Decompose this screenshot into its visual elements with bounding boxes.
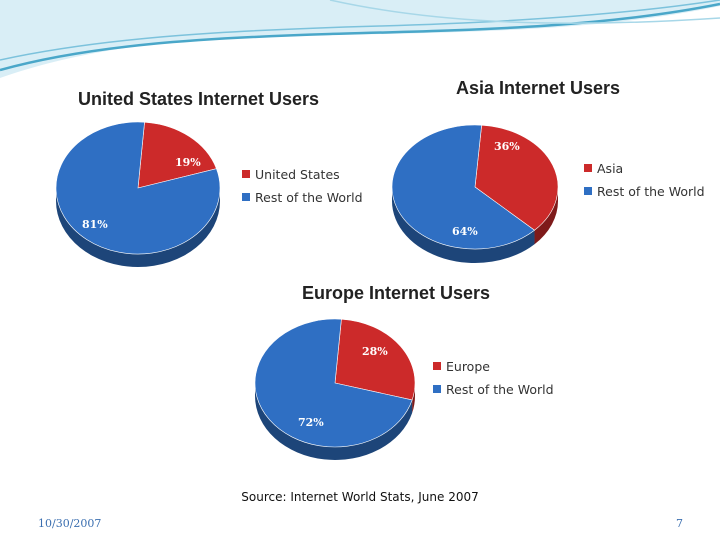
asia-pie-svg: Asia Internet Users 36% 64% Asia Rest of th… [391,78,705,263]
legend-swatch [433,362,441,370]
header-wave-decoration [0,0,720,78]
data-label: 64% [452,225,478,238]
pie-slice-asia [474,124,559,231]
legend-entry: Asia [597,161,623,176]
pie-side-asia [534,187,558,245]
chart-title: Asia Internet Users [456,78,620,98]
source-note: Source: Internet World Stats, June 2007 [241,490,479,504]
legend-entry: Rest of the World [446,382,554,397]
pie-slice-rest-of-the-world [391,124,536,250]
pie-side-wall [392,187,558,263]
pie-side-rest-of-the-world [392,187,535,263]
pie-side-rest-of-the-world [56,188,220,267]
legend-swatch [242,193,250,201]
asia-internet-users-chart: Asia Internet Users 36% 64% Asia Rest of th… [384,72,710,267]
legend-swatch [584,187,592,195]
legend-swatch [433,385,441,393]
chart-title: Europe Internet Users [302,283,490,303]
pie-side-rest-of-the-world [255,383,413,460]
data-label: 36% [494,140,520,153]
data-label: 19% [175,156,201,169]
pie-side-wall [255,383,415,460]
data-label: 72% [298,416,324,429]
europe-pie-svg: Europe Internet Users 28% 72% Europe Rest o… [254,283,554,460]
data-label: 81% [82,218,108,231]
pie-slice-europe [334,318,416,401]
pie-slice-rest-of-the-world [254,318,413,448]
legend-entry: Rest of the World [255,190,363,205]
europe-internet-users-chart: Europe Internet Users 28% 72% Europe Rest o… [240,278,558,463]
slide-date: 10/30/2007 [38,517,102,530]
us-pie-svg: United States Internet Users 19% 81% Unite… [55,89,363,267]
legend-swatch [242,170,250,178]
data-label: 28% [362,345,388,358]
pie-side-europe [412,383,415,413]
chart-title: United States Internet Users [78,89,319,109]
us-internet-users-chart: United States Internet Users 19% 81% Unite… [42,78,378,268]
pie-slice-united-states [137,121,217,189]
legend-entry: Rest of the World [597,184,705,199]
slide-page-number: 7 [676,517,683,530]
legend-entry: United States [255,167,340,182]
legend-entry: Europe [446,359,490,374]
pie-slice-rest-of-the-world [55,121,221,255]
legend-swatch [584,164,592,172]
pie-side-wall [56,188,220,267]
